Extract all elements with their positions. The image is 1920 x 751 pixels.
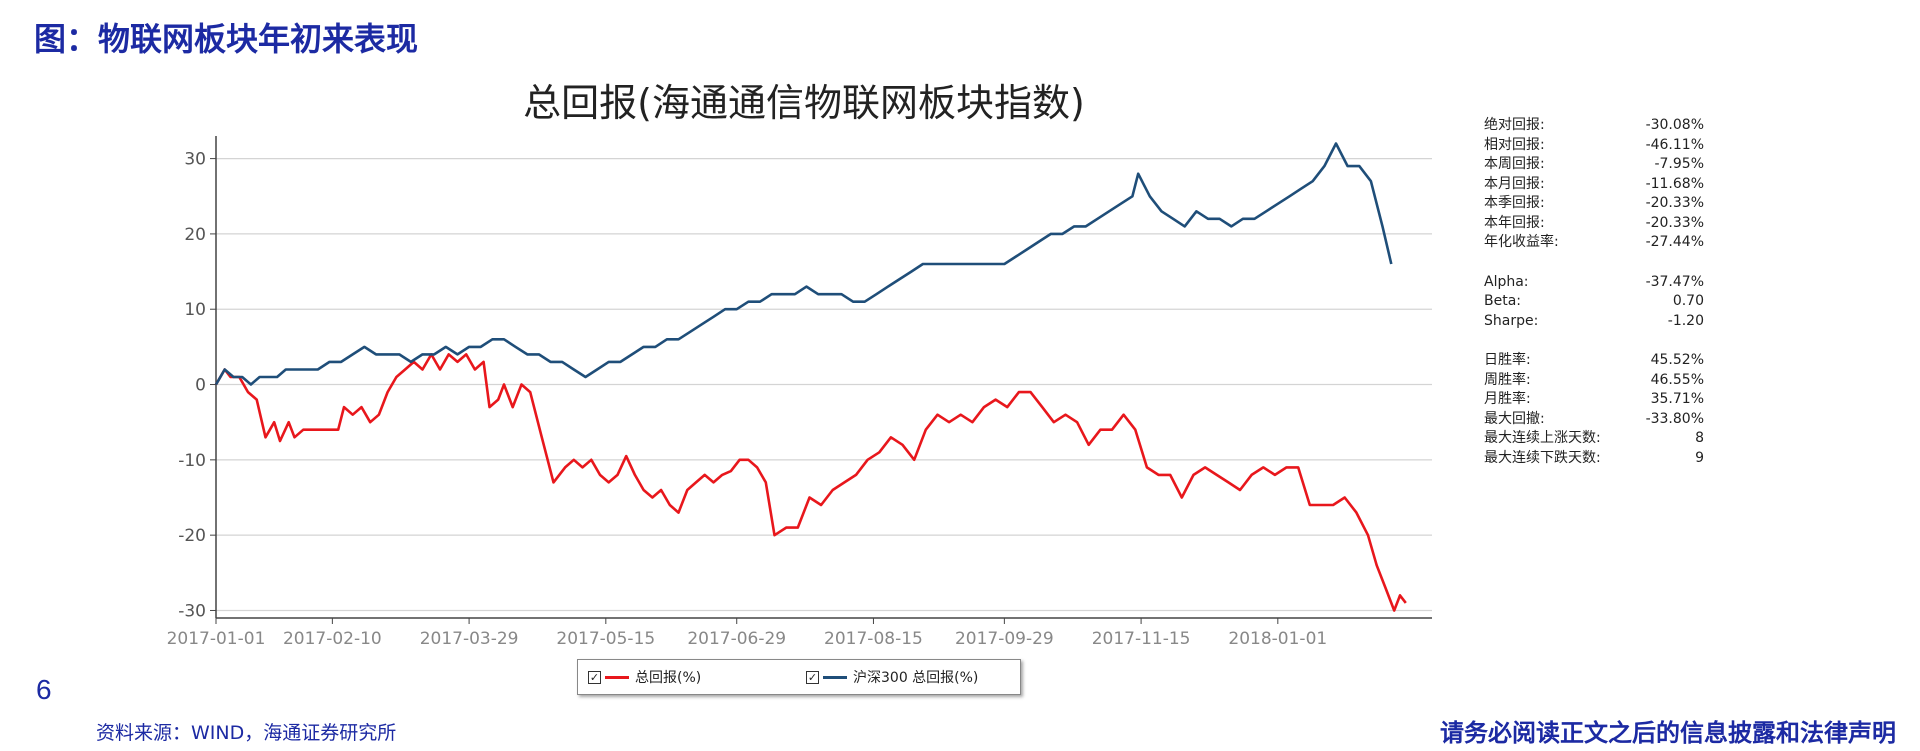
x-tick-label: 2018-01-01	[1228, 629, 1327, 649]
stat-label: 最大回撤:	[1484, 410, 1545, 427]
source-note: 资料来源：WIND，海通证券研究所	[96, 722, 397, 744]
y-tick-label: -20	[178, 526, 206, 546]
chart-legend: ✓ 总回报(%) ✓ 沪深300 总回报(%)	[577, 659, 1021, 695]
stat-value: -20.33%	[1645, 195, 1704, 211]
stats-panel: 绝对回报: -30.08% 相对回报: -46.11% 本周回报: -7.95% 本月回报:…	[1484, 116, 1704, 468]
x-tick-label: 2017-09-29	[955, 629, 1054, 649]
stat-label: 周胜率:	[1484, 371, 1531, 388]
plot-area	[216, 136, 1432, 618]
stat-row: 本季回报: -20.33%	[1484, 194, 1704, 214]
stat-row: Beta: 0.70	[1484, 292, 1704, 312]
stat-value: -33.80%	[1645, 410, 1704, 427]
stat-row: 日胜率: 45.52%	[1484, 351, 1704, 371]
stat-value: -27.44%	[1645, 234, 1704, 250]
stat-label: 相对回报:	[1484, 136, 1545, 153]
checkbox-checked-icon[interactable]: ✓	[588, 670, 601, 684]
series-line-hs300-return	[214, 142, 1393, 386]
stat-value: -30.08%	[1645, 117, 1704, 133]
stat-label: 本季回报:	[1484, 195, 1545, 211]
stat-value: 8	[1695, 430, 1704, 446]
y-tick-label: -10	[178, 451, 206, 471]
stat-label: 本周回报:	[1484, 156, 1545, 172]
page-number: 6	[36, 674, 52, 705]
stats-group-winrate: 日胜率: 45.52% 周胜率: 46.55% 月胜率: 35.71% 最大回撤: -33.8…	[1484, 351, 1704, 468]
stats-group-returns: 绝对回报: -30.08% 相对回报: -46.11% 本周回报: -7.95% 本月回报:…	[1484, 116, 1704, 253]
stat-value: 46.55%	[1650, 371, 1704, 388]
x-tick-labels: 2017-01-01 2017-02-10 2017-03-29 2017-05-15…	[167, 618, 1327, 649]
x-tick-label: 2017-02-10	[283, 629, 382, 649]
stat-value: -37.47%	[1645, 273, 1704, 290]
stat-row: 相对回报: -46.11%	[1484, 136, 1704, 156]
stat-label: 本年回报:	[1484, 214, 1545, 231]
stat-value: 35.71%	[1650, 391, 1704, 407]
stat-label: Beta:	[1484, 293, 1522, 309]
legend-item-total-return[interactable]: ✓ 总回报(%)	[588, 668, 701, 686]
x-tick-label: 2017-03-29	[420, 629, 519, 649]
series-line-total-return	[214, 353, 1407, 612]
checkbox-checked-icon[interactable]: ✓	[806, 670, 819, 684]
stat-row: Sharpe: -1.20	[1484, 312, 1704, 332]
legend-swatch-hs300-return	[823, 675, 847, 679]
stat-row: 本周回报: -7.95%	[1484, 155, 1704, 175]
legend-swatch-total-return	[605, 675, 629, 679]
stat-label: 最大连续上涨天数:	[1484, 430, 1601, 446]
series-lines	[214, 142, 1407, 612]
y-tick-label: 30	[184, 150, 206, 170]
page-header: 图：物联网板块年初来表现	[34, 20, 419, 58]
stat-label: 最大连续下跌天数:	[1484, 449, 1601, 466]
stat-value: 9	[1695, 449, 1704, 466]
stat-value: 45.52%	[1650, 352, 1704, 368]
x-tick-label: 2017-01-01	[167, 629, 266, 649]
stats-group-risk: Alpha: -37.47% Beta: 0.70 Sharpe: -1.20	[1484, 273, 1704, 332]
stat-label: 月胜率:	[1484, 391, 1531, 407]
legend-label-total-return: 总回报(%)	[635, 670, 702, 686]
stat-value: -46.11%	[1645, 136, 1704, 153]
chart-title: 总回报(海通通信物联网板块指数)	[523, 81, 1085, 125]
stat-value: -11.68%	[1645, 175, 1704, 192]
y-tick-label: 0	[195, 376, 206, 396]
x-tick-label: 2017-06-29	[687, 629, 786, 649]
stat-label: 年化收益率:	[1484, 234, 1559, 250]
x-tick-label: 2017-08-15	[824, 629, 923, 649]
stat-label: 本月回报:	[1484, 175, 1545, 192]
stat-label: 日胜率:	[1484, 352, 1531, 368]
legend-label-hs300-return: 沪深300 总回报(%)	[853, 670, 979, 686]
stat-row: 月胜率: 35.71%	[1484, 390, 1704, 410]
legend-item-hs300-return[interactable]: ✓ 沪深300 总回报(%)	[806, 668, 978, 686]
y-tick-label: 20	[184, 225, 206, 245]
stat-row: 本年回报: -20.33%	[1484, 214, 1704, 234]
gridlines	[216, 157, 1432, 612]
stat-label: Sharpe:	[1484, 312, 1539, 329]
stat-row: 周胜率: 46.55%	[1484, 371, 1704, 391]
disclaimer: 请务必阅读正文之后的信息披露和法律声明	[1440, 718, 1896, 747]
x-tick-label: 2017-11-15	[1092, 629, 1191, 649]
stat-row: 本月回报: -11.68%	[1484, 175, 1704, 195]
stat-value: 0.70	[1672, 293, 1704, 309]
stat-value: -20.33%	[1645, 214, 1704, 231]
y-tick-label: 10	[184, 300, 206, 320]
stat-row: 年化收益率: -27.44%	[1484, 233, 1704, 253]
stat-row: 最大回撤: -33.80%	[1484, 410, 1704, 430]
stat-row: 最大连续上涨天数: 8	[1484, 429, 1704, 449]
stat-row: 最大连续下跌天数: 9	[1484, 449, 1704, 469]
stat-label: Alpha:	[1484, 273, 1529, 290]
stat-row: 绝对回报: -30.08%	[1484, 116, 1704, 136]
y-tick-labels: 30 20 10 0 -10 -20 -30	[178, 150, 216, 621]
stat-value: -1.20	[1667, 312, 1704, 329]
x-tick-label: 2017-05-15	[556, 629, 655, 649]
stat-row: Alpha: -37.47%	[1484, 273, 1704, 293]
stat-value: -7.95%	[1654, 156, 1704, 172]
stat-label: 绝对回报:	[1484, 117, 1545, 133]
y-tick-label: -30	[178, 601, 206, 621]
